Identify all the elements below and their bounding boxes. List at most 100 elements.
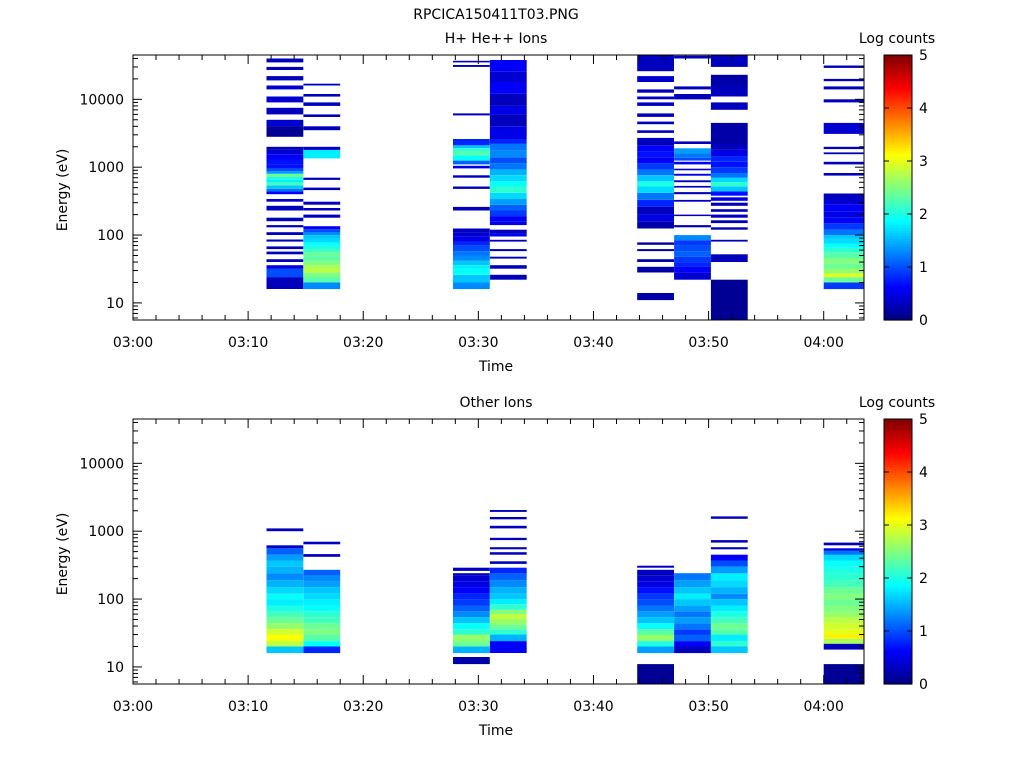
- spectrogram-cell: [489, 614, 527, 620]
- spectrogram-cell: [453, 268, 490, 275]
- spectrogram-cell: [453, 605, 490, 612]
- colorbar-tick-label: 4: [919, 465, 928, 481]
- spectrogram-cell: [303, 587, 341, 594]
- spectrogram-cell: [710, 156, 748, 162]
- colorbar-swatch: [884, 259, 912, 263]
- spectrogram-cell: [637, 89, 674, 93]
- colorbar-swatch: [884, 76, 912, 80]
- spectrogram-cell: [489, 547, 527, 550]
- spectrogram-cell: [823, 587, 864, 594]
- colorbar-swatch: [884, 113, 912, 117]
- colorbar-swatch: [884, 62, 912, 67]
- y-tick-label: 10: [106, 660, 124, 676]
- colorbar-swatch: [884, 662, 912, 667]
- spectrogram-cell: [266, 548, 304, 555]
- spectrogram-cell: [453, 265, 490, 269]
- spectrogram-cell: [266, 554, 304, 561]
- spectrogram-cell: [823, 593, 864, 600]
- spectrogram-cell: [453, 646, 490, 654]
- spectrogram-cell: [453, 581, 490, 588]
- colorbar-swatch: [884, 192, 912, 197]
- spectrogram-cell: [710, 605, 748, 612]
- spectrogram-cell: [266, 528, 304, 532]
- spectrogram-cell: [453, 260, 490, 266]
- colorbar-swatch: [884, 472, 912, 476]
- spectrogram-cell: [489, 210, 527, 217]
- colorbar-swatch: [884, 312, 912, 316]
- colorbar-swatch: [884, 245, 912, 250]
- spectrogram-cell: [674, 214, 711, 217]
- spectrogram-cell: [303, 272, 341, 278]
- spectrogram-cell: [823, 78, 864, 82]
- colorbar-swatch: [884, 546, 912, 550]
- spectrogram-cell: [674, 573, 711, 581]
- colorbar-swatch: [884, 161, 912, 165]
- spectrogram-cell: [710, 560, 748, 567]
- spectrogram-cell: [637, 664, 674, 684]
- spectrogram-cell: [266, 199, 304, 202]
- spectrogram-cell: [823, 611, 864, 618]
- colorbar-tick-label: 5: [919, 412, 928, 428]
- colorbar-swatch: [884, 229, 912, 234]
- spectrogram-cell: [710, 593, 748, 600]
- y-tick-label: 1000: [88, 524, 124, 540]
- colorbar-swatch: [884, 495, 912, 500]
- spectrogram-cell: [303, 249, 341, 253]
- spectrogram-cell: [303, 599, 341, 606]
- colorbar-swatch: [884, 479, 912, 484]
- spectrogram-cell: [823, 623, 864, 630]
- colorbar-swatch: [884, 200, 912, 204]
- spectrogram-cell: [489, 204, 527, 211]
- colorbar-swatch: [884, 60, 912, 64]
- colorbar-swatch: [884, 498, 912, 502]
- colorbar-swatch: [884, 198, 912, 202]
- colorbar-swatch: [884, 652, 912, 656]
- spectrogram-cell: [674, 629, 711, 635]
- colorbar-swatch: [884, 187, 912, 191]
- colorbar-swatch: [884, 551, 912, 555]
- colorbar-swatch: [884, 493, 912, 497]
- spectrogram-cell: [637, 623, 674, 630]
- y-axis-label: Energy (eV): [55, 513, 71, 596]
- spectrogram-cell: [710, 279, 748, 320]
- spectrogram-cell: [266, 566, 304, 574]
- spectrogram-cell: [674, 168, 711, 171]
- colorbar-swatch: [884, 580, 912, 584]
- colorbar-swatch: [884, 68, 912, 72]
- colorbar-swatch: [884, 469, 912, 473]
- spectrogram-cell: [303, 242, 341, 246]
- spectrogram-cell: [674, 161, 711, 165]
- spectrogram-cell: [674, 141, 711, 144]
- spectrogram-cell: [710, 55, 748, 67]
- colorbar-swatch: [884, 216, 912, 220]
- spectrogram-cell: [710, 149, 748, 157]
- spectrogram-cell: [637, 575, 674, 582]
- panel-title: H+ He++ Ions: [445, 31, 548, 47]
- spectrogram-cell: [823, 217, 864, 224]
- colorbar-swatch: [884, 176, 912, 181]
- spectrogram-cell: [303, 282, 341, 290]
- spectrogram-cell: [489, 641, 527, 653]
- spectrogram-cell: [710, 220, 748, 224]
- colorbar-swatch: [884, 155, 912, 159]
- colorbar-swatch: [884, 232, 912, 236]
- spectrogram-cell: [489, 144, 527, 151]
- spectrogram-cell: [637, 641, 674, 647]
- colorbar-tick-label: 2: [919, 207, 928, 223]
- spectrogram-cell: [637, 96, 674, 100]
- spectrogram-cell: [489, 537, 527, 541]
- spectrogram-cell: [823, 252, 864, 258]
- colorbar-swatch: [884, 477, 912, 481]
- spectrogram-cell: [489, 624, 527, 630]
- spectrogram-cell: [823, 152, 864, 155]
- colorbar-swatch: [884, 317, 912, 321]
- colorbar-swatch: [884, 158, 912, 162]
- spectrogram-cell: [637, 629, 674, 635]
- spectrogram-cell: [710, 191, 748, 196]
- colorbar-swatch: [884, 171, 912, 175]
- colorbar-swatch: [884, 121, 912, 125]
- colorbar-swatch: [884, 94, 912, 98]
- spectrogram-cell: [266, 629, 304, 635]
- colorbar-swatch: [884, 453, 912, 457]
